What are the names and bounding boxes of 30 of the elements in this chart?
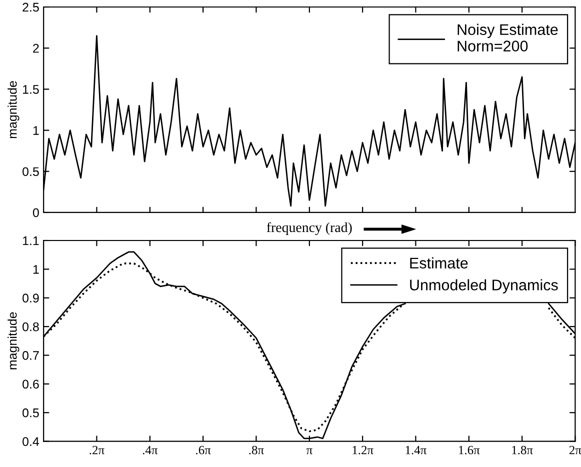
x-tick-label: 2π: [569, 446, 581, 454]
y-tick-label: 2: [33, 44, 39, 53]
y-tick-label: 0.8: [22, 322, 39, 332]
y-tick-label: 0.6: [22, 380, 39, 389]
y-tick-label: 0.5: [22, 167, 39, 176]
y-axis-title: magnitude: [8, 312, 20, 370]
y-tick-label: 0.4: [22, 437, 40, 446]
x-tick-label: .4π: [142, 446, 158, 454]
legend-label: Noisy Estimate Norm=200: [458, 24, 558, 52]
y-tick-label: 0.9: [22, 294, 39, 303]
x-tick-label: .2π: [90, 446, 104, 454]
legend-label: Estimate: [410, 257, 468, 269]
y-tick-label: 0: [32, 208, 39, 218]
x-tick-label: 1.8π: [512, 446, 533, 454]
x-tick-label: 1.2π: [352, 446, 374, 454]
y-tick-label: 0.7: [22, 351, 39, 360]
x-tick-label: .8π: [249, 446, 264, 454]
y-tick-label: 0.5: [22, 408, 39, 418]
y-tick-label: 1.5: [22, 85, 39, 94]
y-axis-title: magnitude: [8, 81, 20, 138]
y-tick-label: 1: [33, 265, 39, 274]
x-tick-label: π: [306, 448, 312, 454]
x-tick-label: .6π: [196, 446, 211, 454]
y-tick-label: 1: [33, 126, 39, 135]
y-tick-label: 1.1: [22, 236, 39, 246]
legend-label: Unmodeled Dynamics: [410, 279, 558, 294]
y-tick-label: 2.5: [22, 2, 39, 12]
x-tick-label: 1.4π: [406, 446, 426, 454]
x-axis-title: frequency (rad): [266, 222, 352, 235]
x-tick-label: 1.6π: [459, 446, 480, 454]
